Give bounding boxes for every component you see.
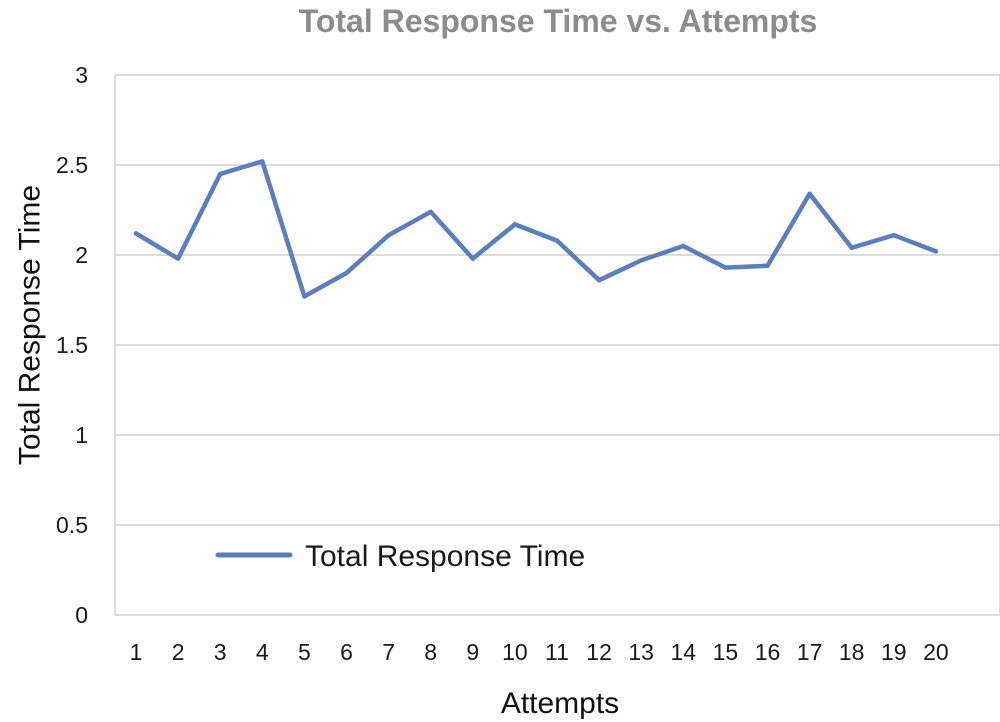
legend-label: Total Response Time: [305, 540, 585, 573]
x-tick-label: 15: [713, 639, 739, 665]
y-tick-label: 0: [75, 602, 88, 628]
x-tick-label: 2: [172, 639, 185, 665]
data-point: [807, 191, 812, 196]
y-tick-label: 2: [75, 242, 88, 268]
x-tick-label: 13: [628, 639, 654, 665]
x-tick-label: 4: [256, 639, 269, 665]
data-point: [891, 233, 896, 238]
y-axis-ticks: 0 0.5 1 1.5 2 2.5 3: [56, 62, 88, 628]
data-point: [723, 265, 728, 270]
x-axis-label: Attempts: [501, 687, 619, 720]
x-axis-ticks: 1 2 3 4 5 6 7 8 9 10 11 12 13 14 15 16 17 18 19 20: [130, 639, 949, 665]
gridlines: [115, 164, 1000, 526]
x-tick-label: 18: [839, 639, 865, 665]
data-point: [765, 263, 770, 268]
y-tick-label: 1.5: [56, 332, 88, 358]
data-point: [554, 238, 560, 243]
x-tick-label: 1: [130, 639, 143, 665]
data-point: [596, 278, 602, 283]
legend: Total Response Time: [215, 540, 585, 573]
data-point: [218, 171, 223, 177]
x-tick-label: 19: [881, 639, 907, 665]
x-tick-label: 6: [340, 639, 353, 665]
data-point: [470, 256, 475, 261]
series-group: [133, 159, 939, 299]
x-tick-label: 17: [797, 639, 823, 665]
data-point: [639, 258, 644, 263]
data-point: [386, 233, 391, 238]
plot-area: [114, 74, 1000, 616]
y-axis-label: Total Response Time: [14, 185, 47, 465]
data-point: [302, 294, 307, 299]
data-point: [681, 243, 686, 249]
data-point: [133, 231, 139, 236]
data-point: [344, 270, 349, 276]
x-tick-label: 8: [424, 639, 437, 665]
data-point: [933, 249, 939, 254]
x-tick-label: 11: [545, 639, 569, 665]
x-tick-label: 7: [382, 639, 395, 665]
y-tick-label: 0.5: [56, 512, 88, 538]
y-tick-label: 3: [75, 62, 88, 88]
x-tick-label: 12: [586, 639, 612, 665]
data-point: [175, 256, 181, 261]
series-line: [133, 159, 939, 299]
x-tick-label: 3: [214, 639, 227, 665]
x-tick-label: 14: [671, 639, 697, 665]
x-tick-label: 5: [298, 639, 311, 665]
data-point: [849, 245, 854, 250]
data-point: [428, 209, 433, 214]
x-tick-label: 10: [502, 639, 528, 665]
x-tick-label: 20: [923, 639, 949, 665]
data-point: [260, 159, 265, 164]
data-point: [512, 222, 518, 227]
x-tick-label: 9: [466, 639, 479, 665]
x-tick-label: 16: [755, 639, 781, 665]
y-tick-label: 1: [75, 422, 88, 448]
y-tick-label: 2.5: [56, 152, 88, 178]
chart-title: Total Response Time vs. Attempts: [299, 3, 818, 39]
